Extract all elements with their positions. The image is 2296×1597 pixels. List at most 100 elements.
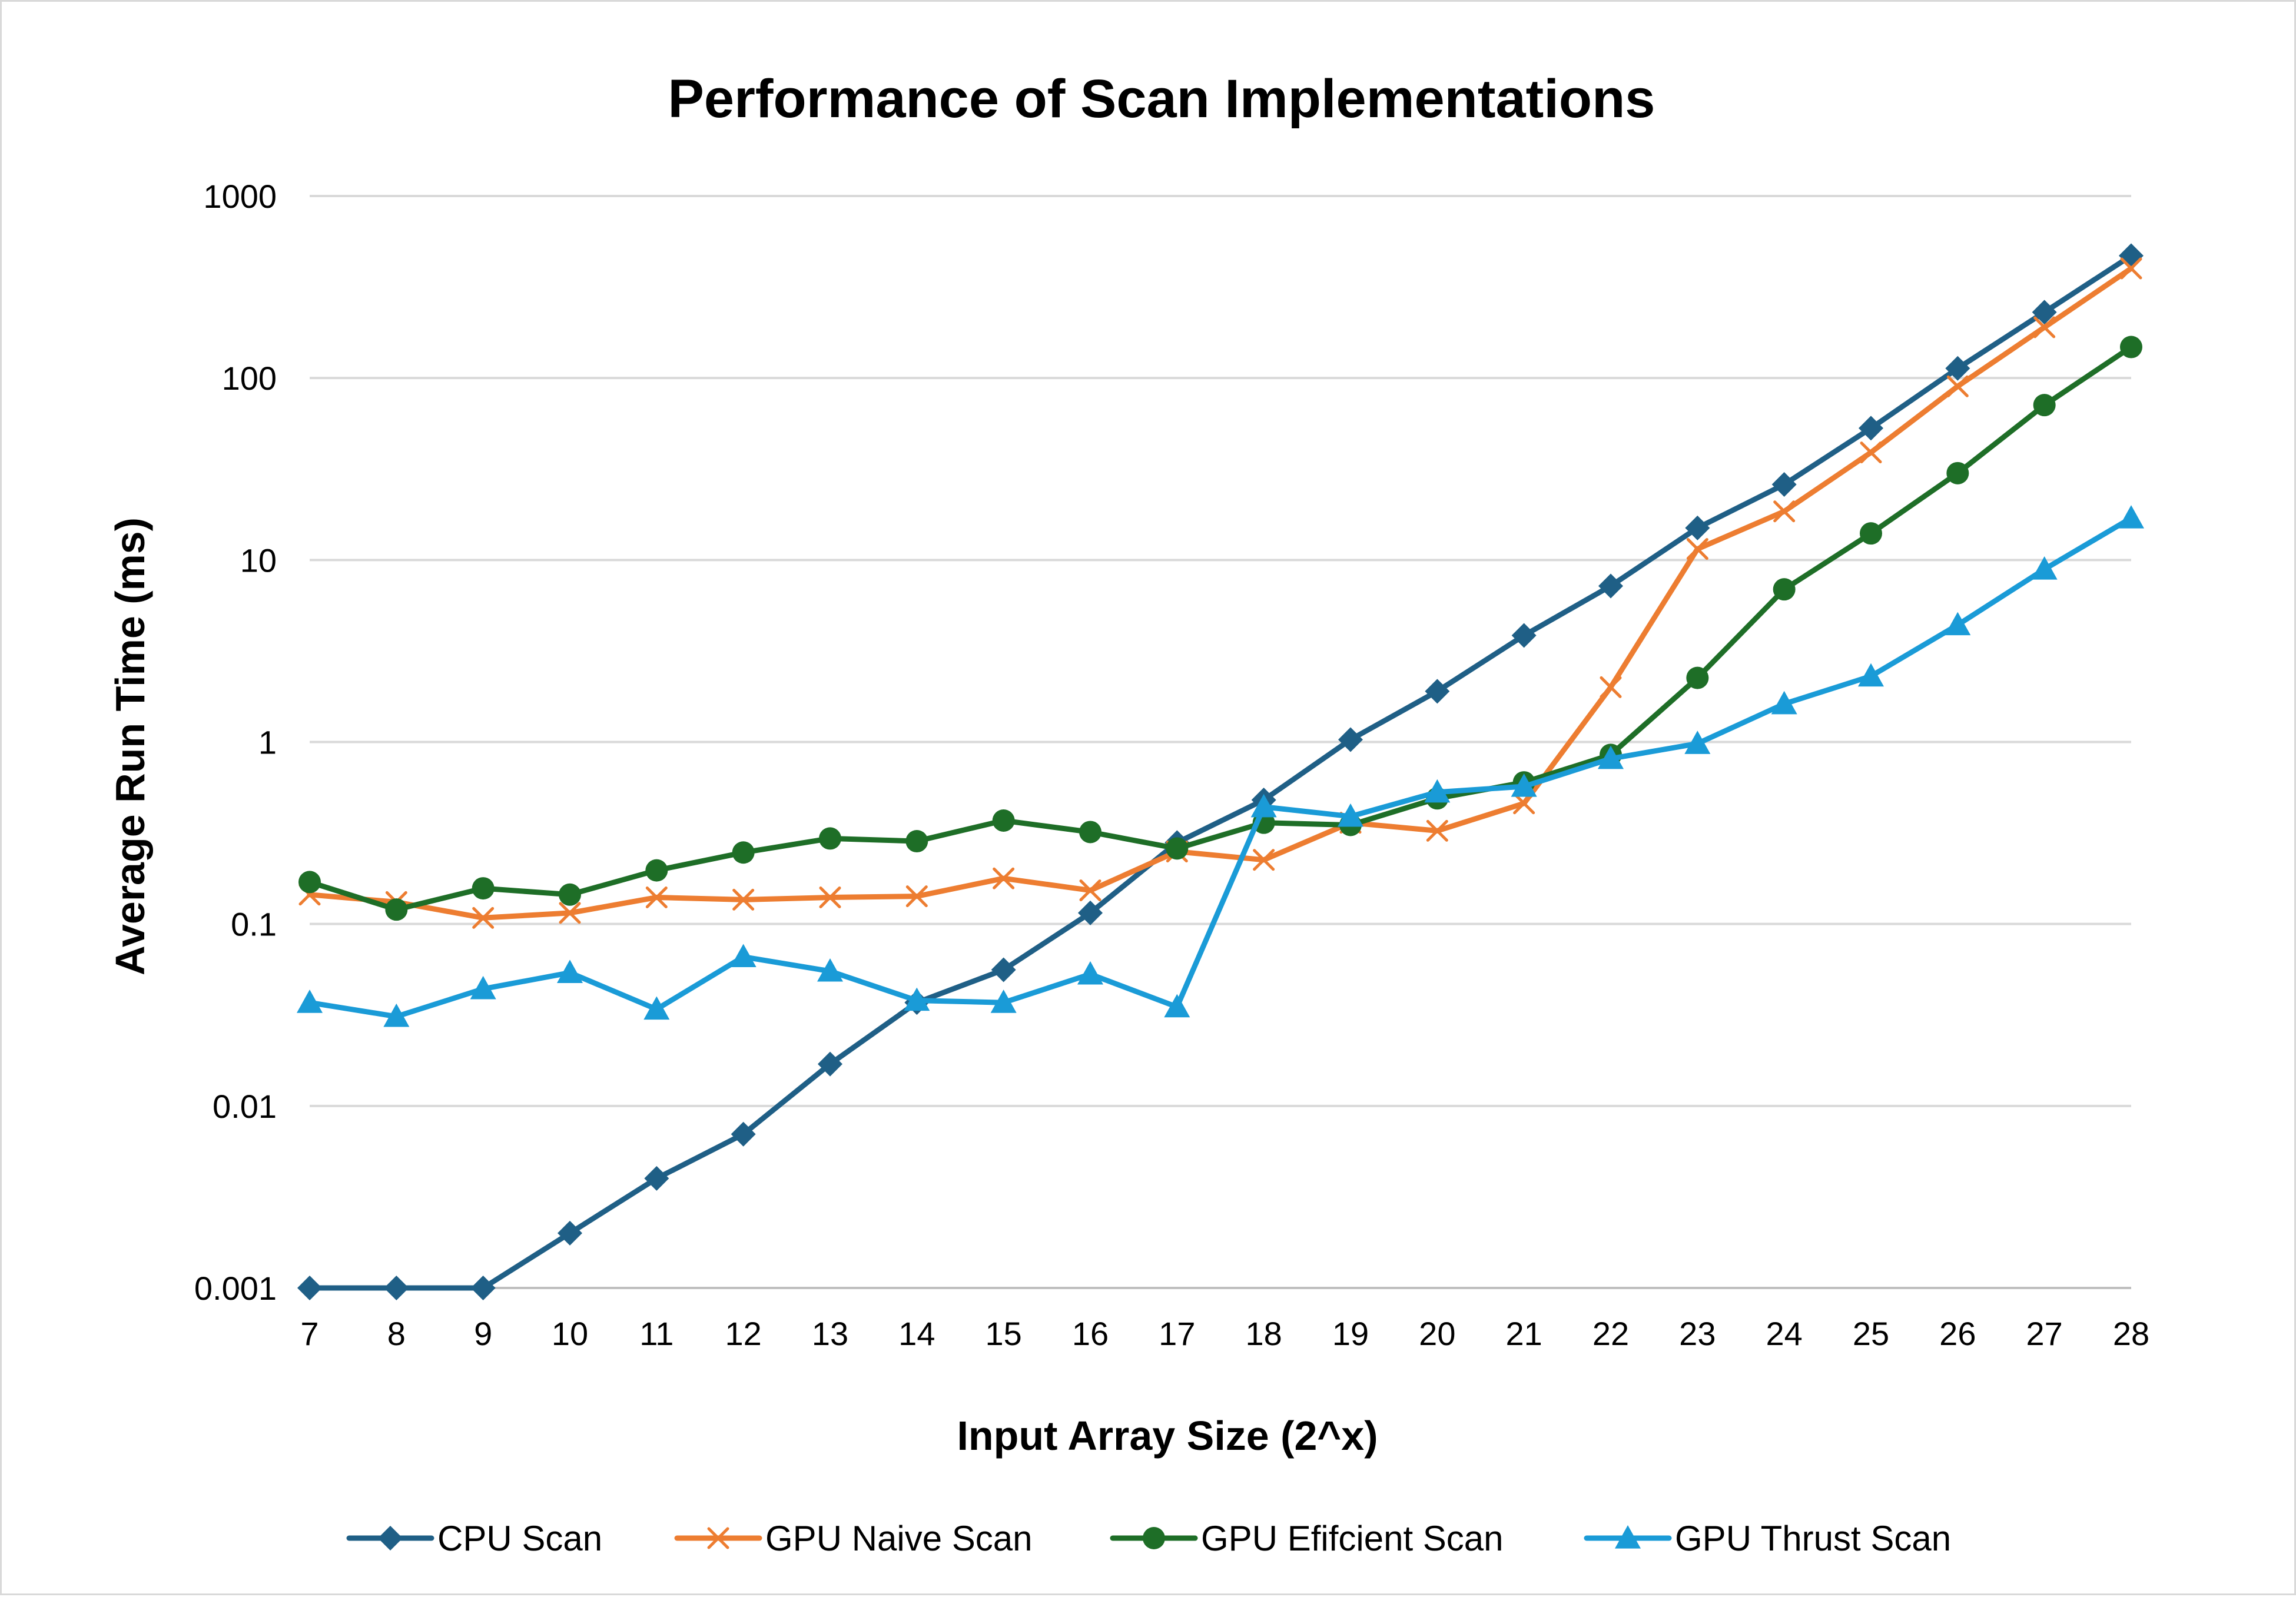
x-tick-label: 22 xyxy=(1592,1315,1629,1352)
series-line xyxy=(307,515,2134,1020)
data-point-x xyxy=(993,867,1015,889)
data-point-circle xyxy=(819,827,841,850)
data-point-x xyxy=(559,902,581,924)
x-tick-label: 10 xyxy=(552,1315,588,1352)
data-point-circle xyxy=(732,841,755,864)
x-tick-label: 19 xyxy=(1332,1315,1369,1352)
data-point-circle xyxy=(2033,394,2056,417)
legend-item: GPU Thrust Scan xyxy=(1584,1519,1951,1558)
data-point-triangle xyxy=(557,959,583,984)
x-tick-label: 24 xyxy=(1766,1315,1803,1352)
data-point-triangle xyxy=(1684,731,1711,754)
legend-marker-circle xyxy=(1143,1527,1165,1549)
series-line xyxy=(307,344,2134,912)
x-tick-label: 11 xyxy=(639,1315,673,1352)
legend-marker-x xyxy=(707,1527,729,1549)
legend-marker-diamond xyxy=(378,1526,403,1550)
data-point-triangle xyxy=(1945,612,1971,636)
data-point-diamond xyxy=(1685,515,1710,540)
data-point-circle xyxy=(905,830,928,853)
data-point-triangle xyxy=(1511,773,1537,797)
data-point-triangle xyxy=(990,990,1017,1013)
data-point-x xyxy=(1946,375,1969,397)
data-point-triangle xyxy=(383,1003,410,1027)
grid-layer xyxy=(310,195,2131,1289)
data-point-circle xyxy=(1079,821,1101,844)
x-tick-label: 21 xyxy=(1506,1315,1542,1352)
data-point-x xyxy=(1686,538,1708,560)
data-point-diamond xyxy=(558,1220,582,1246)
data-point-triangle xyxy=(643,996,670,1020)
data-point-circle xyxy=(1773,578,1796,601)
data-point-diamond xyxy=(1511,623,1537,648)
data-point-diamond xyxy=(384,1276,409,1300)
x-tick-label: 25 xyxy=(1853,1315,1889,1352)
legend-item: GPU Efifcient Scan xyxy=(1110,1519,1504,1558)
x-tick-label: 13 xyxy=(812,1315,848,1352)
data-point-x xyxy=(1860,441,1882,464)
data-point-diamond xyxy=(1771,472,1797,497)
legend-item: CPU Scan xyxy=(346,1519,602,1558)
data-point-circle xyxy=(559,883,581,906)
data-point-diamond xyxy=(644,1166,669,1191)
y-tick-labels: 0.001 0.01 0.1 1 10 100 1000 xyxy=(194,178,277,1307)
x-tick-label: 8 xyxy=(387,1315,406,1352)
y-tick-label: 1 xyxy=(258,724,277,761)
data-point-triangle xyxy=(1424,779,1451,803)
data-point-diamond xyxy=(818,1051,842,1077)
data-point-diamond xyxy=(991,957,1016,982)
legend-label: CPU Scan xyxy=(437,1519,602,1558)
series-layer xyxy=(297,243,2144,1300)
series-gpu-thrust-scan xyxy=(297,505,2144,1027)
data-point-triangle xyxy=(2031,556,2058,580)
data-point-circle xyxy=(1946,461,1969,484)
data-point-x xyxy=(1253,849,1275,871)
x-tick-label: 20 xyxy=(1419,1315,1455,1352)
y-tick-label: 1000 xyxy=(203,178,277,215)
x-tick-label: 18 xyxy=(1246,1315,1282,1352)
legend-label: GPU Naive Scan xyxy=(765,1519,1033,1558)
data-point-diamond xyxy=(470,1276,496,1300)
data-point-triangle xyxy=(1250,793,1277,818)
series-line xyxy=(307,265,2134,921)
data-point-diamond xyxy=(1945,356,1970,381)
series-cpu-scan xyxy=(297,243,2144,1300)
data-point-triangle xyxy=(470,975,496,1000)
data-point-x xyxy=(2033,316,2056,338)
legend-label: GPU Efifcient Scan xyxy=(1201,1519,1504,1558)
data-point-triangle xyxy=(817,958,843,982)
data-point-circle xyxy=(385,898,408,921)
x-tick-labels: 7 8 9 10 11 12 13 14 15 16 17 18 19 20 21 22 23 24 25 26 27 2… xyxy=(300,1315,2149,1352)
data-point-triangle xyxy=(1771,690,1797,715)
y-tick-label: 10 xyxy=(240,542,277,579)
data-point-circle xyxy=(1860,522,1882,545)
data-point-triangle xyxy=(1858,663,1884,687)
data-point-x xyxy=(2120,257,2142,280)
y-tick-label: 0.1 xyxy=(231,906,277,943)
x-tick-label: 26 xyxy=(1939,1315,1976,1352)
data-point-triangle xyxy=(2118,505,2144,529)
data-point-diamond xyxy=(297,1276,322,1300)
data-point-diamond xyxy=(1338,727,1363,752)
x-tick-label: 16 xyxy=(1072,1315,1109,1352)
x-tick-label: 9 xyxy=(474,1315,492,1352)
x-tick-label: 7 xyxy=(300,1315,318,1352)
y-axis-title: Average Run Time (ms) xyxy=(107,517,153,975)
y-tick-label: 100 xyxy=(222,360,277,397)
data-point-x xyxy=(732,888,755,911)
data-point-x xyxy=(472,907,495,929)
x-tick-label: 27 xyxy=(2026,1315,2063,1352)
x-axis-title: Input Array Size (2^x) xyxy=(957,1413,1378,1459)
x-tick-label: 23 xyxy=(1679,1315,1716,1352)
data-point-x xyxy=(819,886,841,908)
data-point-x xyxy=(1513,792,1535,815)
data-point-triangle xyxy=(1077,961,1103,985)
data-point-triangle xyxy=(1164,994,1190,1018)
legend: CPU Scan GPU Naive Scan GPU Efifcient Scan… xyxy=(346,1519,1951,1558)
series-gpu-naive-scan xyxy=(298,257,2142,929)
data-point-x xyxy=(1426,819,1448,842)
y-tick-label: 0.001 xyxy=(194,1270,277,1307)
data-point-triangle xyxy=(297,990,323,1013)
